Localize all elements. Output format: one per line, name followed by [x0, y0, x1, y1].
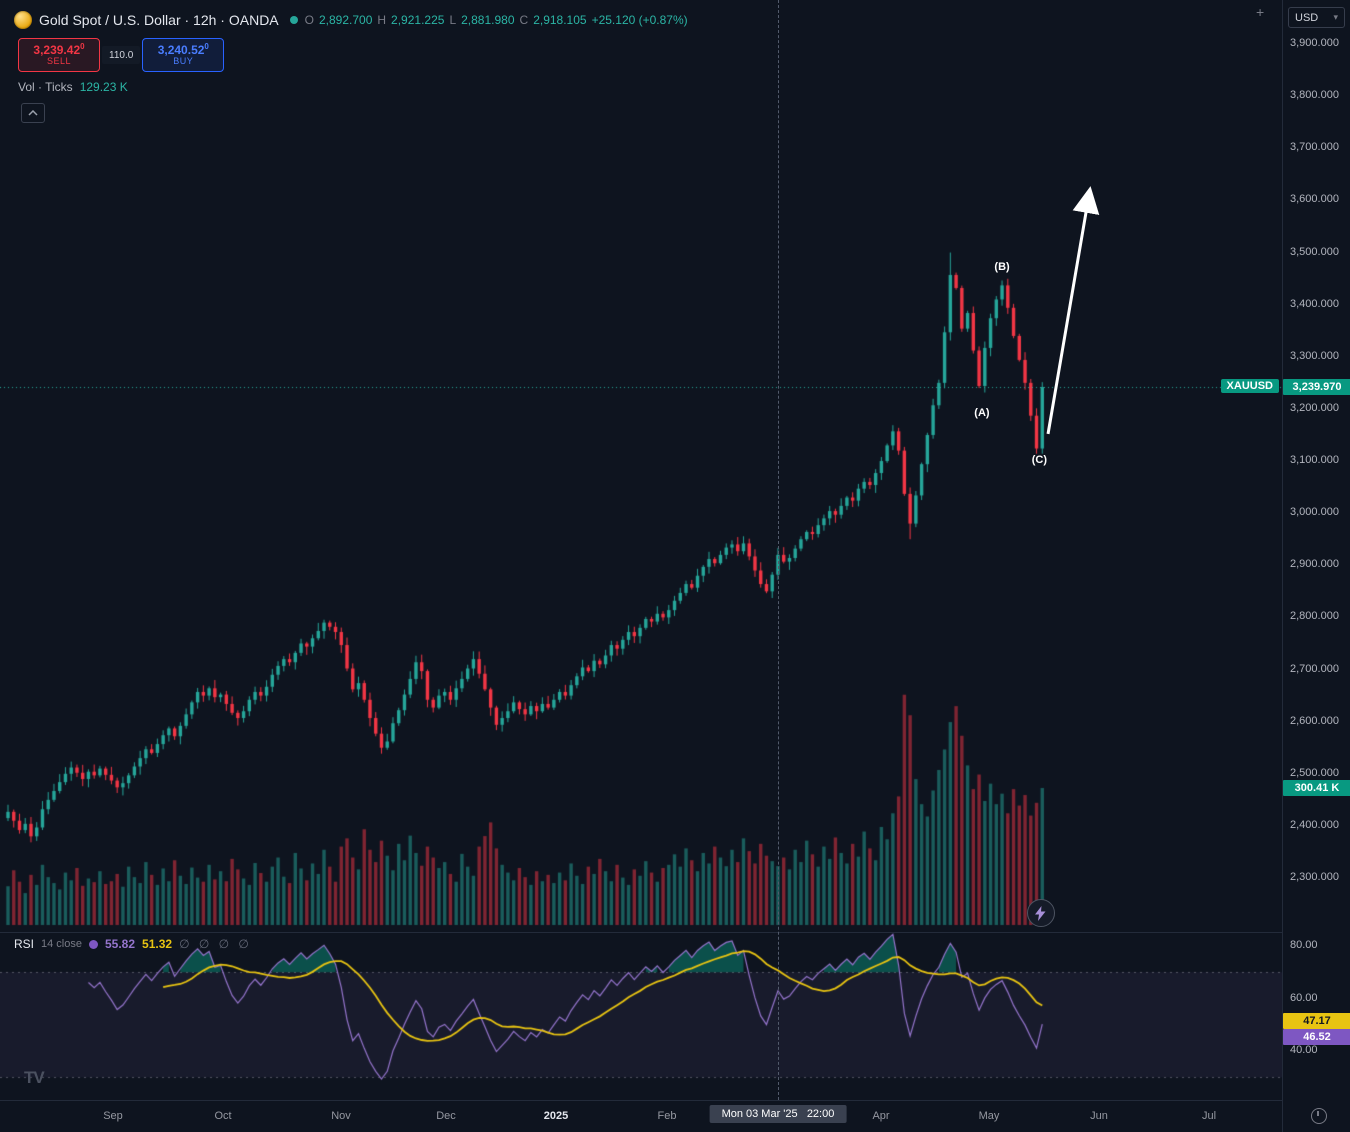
- gold-symbol-icon: [14, 11, 32, 29]
- plus-icon[interactable]: +: [1256, 4, 1265, 20]
- sell-button[interactable]: 3,239.420 SELL: [18, 38, 100, 72]
- close-label: C: [519, 13, 529, 27]
- current-volume-badge: 300.41 K: [1283, 780, 1350, 796]
- price-axis-label: 3,100.000: [1290, 454, 1339, 466]
- symbol-title[interactable]: Gold Spot / U.S. Dollar · 12h · OANDA: [39, 12, 279, 28]
- high-label: H: [377, 13, 387, 27]
- rsi-value: 55.82: [105, 937, 136, 951]
- quick-trade-button[interactable]: [1026, 899, 1055, 927]
- rsi-canvas[interactable]: [0, 933, 1282, 1101]
- price-axis-label: 2,800.000: [1290, 610, 1339, 623]
- open-value: 2,892.700: [318, 13, 373, 27]
- time-axis-label: Jun: [1090, 1110, 1108, 1122]
- close-value: 2,918.105: [533, 13, 587, 27]
- price-axis-label: 2,500.000: [1290, 766, 1339, 779]
- timezone-clock-icon[interactable]: [1311, 1108, 1327, 1124]
- price-chart-panel[interactable]: Gold Spot / U.S. Dollar · 12h · OANDA O …: [0, 0, 1282, 1100]
- price-axis-label: 3,900.000: [1290, 37, 1339, 49]
- buy-button[interactable]: 3,240.520 BUY: [142, 38, 225, 72]
- price-axis-label: 3,200.000: [1290, 401, 1339, 414]
- rsi-axis-label: 60.00: [1290, 991, 1318, 1004]
- price-axis-label: 3,800.000: [1290, 89, 1339, 102]
- price-axis-label: 2,300.000: [1290, 871, 1339, 883]
- time-axis-label: Sep: [103, 1110, 123, 1122]
- rsi-axis-label: 80.00: [1290, 939, 1318, 951]
- price-axis-label: 2,400.000: [1290, 818, 1339, 831]
- lightning-icon: [1035, 905, 1046, 921]
- buy-price: 3,240.52: [157, 42, 205, 57]
- price-axis-label: 3,400.000: [1290, 297, 1339, 310]
- rsi-panel[interactable]: [0, 932, 1282, 1101]
- price-axis[interactable]: USD ▾ 3,900.000 3,800.000 3,700.000 3,600.0…: [1282, 0, 1350, 1132]
- time-axis-label: Dec: [436, 1110, 456, 1122]
- price-axis-label: 3,000.000: [1290, 506, 1339, 519]
- high-value: 2,921.225: [391, 13, 445, 27]
- volume-indicator-label[interactable]: Vol · Ticks: [18, 80, 73, 94]
- price-axis-label: 2,900.000: [1290, 558, 1339, 571]
- rsi-ma-badge: 47.17: [1283, 1013, 1350, 1029]
- currency-value: USD: [1295, 11, 1319, 24]
- rsi-ma-value: 51.32: [142, 937, 173, 951]
- chevron-down-icon: ▾: [1333, 12, 1338, 22]
- rsi-hidden-values: ∅ ∅ ∅ ∅: [179, 937, 252, 951]
- time-axis-label: Apr: [872, 1110, 890, 1122]
- time-axis-label: Feb: [657, 1110, 677, 1122]
- price-axis-label: 3,700.000: [1290, 141, 1339, 154]
- rsi-axis-label: 40.00: [1290, 1044, 1318, 1056]
- spread-value: 110.0: [102, 46, 141, 64]
- time-axis-label: Jul: [1201, 1110, 1217, 1122]
- chevron-up-icon: [28, 110, 38, 116]
- collapse-legend-button[interactable]: [21, 103, 45, 123]
- price-axis-label: 3,300.000: [1290, 349, 1339, 362]
- low-value: 2,881.980: [461, 13, 515, 27]
- buy-price-fraction: 0: [204, 41, 209, 51]
- tradingview-logo[interactable]: TV: [24, 1068, 45, 1087]
- open-label: O: [304, 13, 314, 27]
- current-price-badge: 3,239.970: [1283, 379, 1350, 396]
- price-axis-label: 2,700.000: [1290, 662, 1339, 675]
- change-value: +25.120 (+0.87%): [591, 13, 688, 27]
- sell-label: SELL: [46, 56, 72, 67]
- low-label: L: [449, 13, 457, 27]
- rsi-title[interactable]: RSI: [14, 937, 35, 951]
- currency-select[interactable]: USD ▾: [1288, 7, 1345, 28]
- rsi-value-badge: 46.52: [1283, 1029, 1350, 1045]
- sell-price: 3,239.42: [33, 42, 81, 57]
- time-axis[interactable]: SepOctNovDec2025FebMarAprMayJunJul Mon 0…: [0, 1100, 1282, 1132]
- rsi-params: 14 close: [41, 938, 82, 950]
- price-chart-canvas[interactable]: [0, 0, 1282, 932]
- price-axis-label: 3,600.000: [1290, 193, 1339, 206]
- rsi-plot-icon[interactable]: [89, 939, 98, 949]
- crosshair-time-badge: Mon 03 Mar '25 22:00: [709, 1105, 847, 1123]
- symbol-price-tag: XAUUSD: [1220, 379, 1279, 394]
- time-axis-label: Oct: [214, 1110, 232, 1122]
- time-axis-label: May: [978, 1110, 1000, 1122]
- volume-indicator-value: 129.23 K: [79, 80, 128, 94]
- ohlc-readout: O 2,892.700 H 2,921.225 L 2,881.980 C 2,…: [305, 13, 688, 27]
- time-axis-label: Nov: [331, 1110, 351, 1122]
- price-axis-label: 2,600.000: [1290, 714, 1339, 727]
- price-axis-label: 3,500.000: [1290, 245, 1339, 258]
- time-axis-label: 2025: [543, 1110, 569, 1122]
- market-status-icon[interactable]: [289, 16, 298, 24]
- buy-label: BUY: [173, 56, 194, 67]
- sell-price-fraction: 0: [80, 41, 85, 51]
